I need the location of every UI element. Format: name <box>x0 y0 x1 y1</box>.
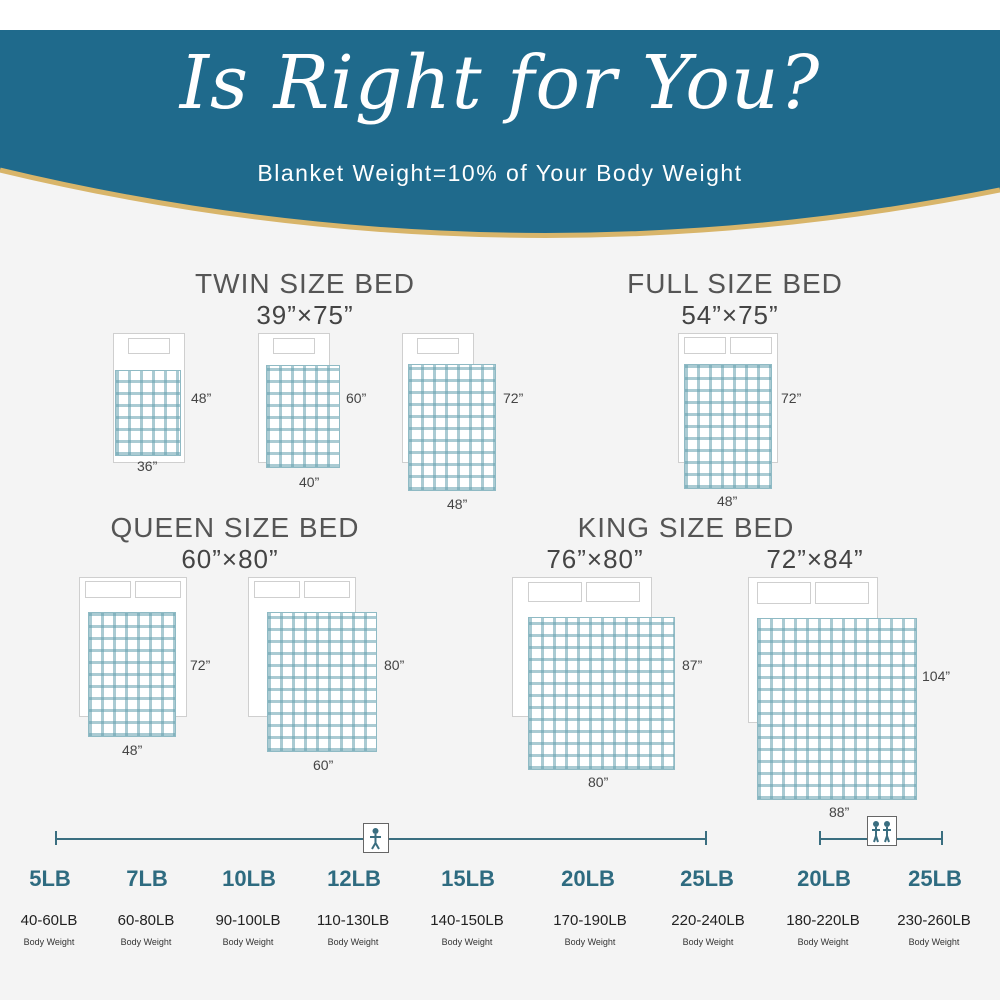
twin-blanket-2-length: 60” <box>346 390 367 406</box>
twin-blanket-2 <box>266 365 340 468</box>
single-scale-tick-right <box>705 831 707 845</box>
weight-body-caption: Body Weight <box>222 937 274 947</box>
queen-pillow-1-right <box>135 581 181 598</box>
two-person-icon <box>867 816 897 846</box>
single-scale-tick-left <box>55 831 57 845</box>
king-blanket-2-length: 104” <box>922 668 951 684</box>
twin-bed-dims: 39”×75” <box>256 300 354 330</box>
full-blanket-width: 48” <box>717 493 738 509</box>
queen-blanket-2-length: 80” <box>384 657 405 673</box>
header-banner <box>0 30 1000 238</box>
full-bed-dims: 54”×75” <box>681 300 779 330</box>
weight-value: 5LB <box>29 866 71 891</box>
queen-pillow-1-left <box>85 581 131 598</box>
queen-bed-title: QUEEN SIZE BED <box>110 512 360 543</box>
twin-pillow-2 <box>273 338 315 354</box>
twin-blanket-1-width: 36” <box>137 458 158 474</box>
top-white-band <box>0 0 1000 30</box>
weight-body-caption: Body Weight <box>797 937 849 947</box>
twin-bed-title: TWIN SIZE BED <box>195 268 415 299</box>
twin-blanket-3-width: 48” <box>447 496 468 512</box>
header-band-shape <box>0 30 1000 236</box>
weight-body-caption: Body Weight <box>564 937 616 947</box>
weight-body-range: 110-130LB <box>316 912 390 929</box>
twin-blanket-1-length: 48” <box>191 390 212 406</box>
twin-blanket-2-width: 40” <box>299 474 320 490</box>
king-pillow-2-left <box>757 582 811 604</box>
weight-value: 20LB <box>797 866 851 891</box>
twin-blanket-1 <box>115 370 181 456</box>
weight-value: 25LB <box>908 866 962 891</box>
queen-pillow-2-left <box>254 581 300 598</box>
king-bed-dims-a: 76”×80” <box>546 544 644 574</box>
header-subtitle: Blanket Weight=10% of Your Body Weight <box>257 160 743 186</box>
king-blanket-1-length: 87” <box>682 657 703 673</box>
king-blanket-1-width: 80” <box>588 774 609 790</box>
weight-body-range: 170-190LB <box>553 912 627 929</box>
full-pillow-left <box>684 337 726 354</box>
weight-body-range: 230-260LB <box>897 912 971 929</box>
weight-body-range: 140-150LB <box>430 912 504 929</box>
queen-blanket-1 <box>88 612 176 737</box>
twin-blanket-3-length: 72” <box>503 390 524 406</box>
weight-body-caption: Body Weight <box>327 937 379 947</box>
queen-blanket-2-width: 60” <box>313 757 334 773</box>
weight-body-range: 180-220LB <box>786 912 860 929</box>
queen-blanket-1-length: 72” <box>190 657 211 673</box>
single-person-icon <box>363 823 389 853</box>
full-blanket <box>684 364 772 489</box>
twin-pillow-3 <box>417 338 459 354</box>
king-pillow-1-left <box>528 582 582 602</box>
queen-bed-dims: 60”×80” <box>181 544 279 574</box>
header-title: Is Right for You? <box>179 40 821 126</box>
twin-blanket-3 <box>408 364 496 491</box>
weight-body-caption: Body Weight <box>441 937 493 947</box>
queen-blanket-1-width: 48” <box>122 742 143 758</box>
weight-body-caption: Body Weight <box>23 937 75 947</box>
king-blanket-1 <box>528 617 675 770</box>
weight-body-caption: Body Weight <box>682 937 734 947</box>
king-blanket-2 <box>757 618 917 800</box>
weight-body-range: 60-80LB <box>117 912 175 929</box>
king-blanket-2-width: 88” <box>829 804 850 820</box>
king-bed-title: KING SIZE BED <box>577 512 795 543</box>
full-blanket-length: 72” <box>781 390 802 406</box>
twin-pillow-1 <box>128 338 170 354</box>
weight-value: 25LB <box>680 866 734 891</box>
double-scale-tick-right <box>941 831 943 845</box>
double-scale-tick-left <box>819 831 821 845</box>
weight-body-caption: Body Weight <box>908 937 960 947</box>
full-pillow-right <box>730 337 772 354</box>
weight-value: 15LB <box>441 866 495 891</box>
weight-body-caption: Body Weight <box>120 937 172 947</box>
full-bed-title: FULL SIZE BED <box>627 268 843 299</box>
header-gold-curve <box>0 167 1000 238</box>
weight-value: 12LB <box>327 866 381 891</box>
king-bed-dims-b: 72”×84” <box>766 544 864 574</box>
weight-body-range: 90-100LB <box>215 912 281 929</box>
weight-body-range: 40-60LB <box>20 912 78 929</box>
weight-value: 7LB <box>126 866 168 891</box>
king-pillow-2-right <box>815 582 869 604</box>
weight-value: 20LB <box>561 866 615 891</box>
weight-value: 10LB <box>222 866 276 891</box>
queen-blanket-2 <box>267 612 377 752</box>
king-pillow-1-right <box>586 582 640 602</box>
queen-pillow-2-right <box>304 581 350 598</box>
weight-body-range: 220-240LB <box>671 912 745 929</box>
